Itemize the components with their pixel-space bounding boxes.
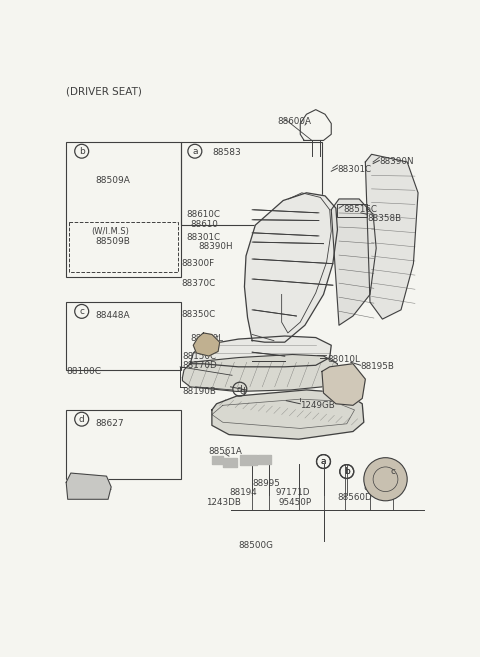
Text: 88190B: 88190B — [182, 387, 216, 396]
Text: 88300F: 88300F — [181, 259, 215, 268]
Polygon shape — [182, 355, 337, 392]
Text: 88600A: 88600A — [277, 118, 311, 126]
Text: 88560D: 88560D — [337, 493, 372, 502]
Text: 88500G: 88500G — [238, 541, 273, 550]
Text: 88995: 88995 — [252, 479, 280, 488]
Text: 88610: 88610 — [190, 219, 218, 229]
Text: 88350C: 88350C — [181, 310, 216, 319]
Bar — [181, 142, 322, 225]
Text: 88301C: 88301C — [337, 165, 372, 174]
Bar — [66, 410, 181, 479]
Text: 88100C: 88100C — [66, 367, 101, 376]
Text: 88561A: 88561A — [209, 447, 243, 456]
Bar — [223, 458, 237, 467]
Polygon shape — [240, 455, 257, 465]
Text: 88448A: 88448A — [95, 311, 130, 321]
Text: 88150C: 88150C — [182, 352, 216, 361]
Text: c: c — [391, 467, 396, 476]
Bar — [69, 222, 178, 272]
Text: 88301C: 88301C — [186, 233, 220, 242]
Polygon shape — [190, 336, 331, 367]
Text: c: c — [79, 307, 84, 316]
Polygon shape — [212, 456, 223, 464]
Text: 88610C: 88610C — [186, 210, 220, 219]
Text: 88509A: 88509A — [95, 176, 130, 185]
Text: d: d — [240, 387, 245, 396]
Text: 88015: 88015 — [324, 375, 351, 384]
Text: 88358B: 88358B — [367, 214, 401, 223]
Polygon shape — [365, 154, 418, 319]
Polygon shape — [258, 455, 271, 464]
Text: 88030L: 88030L — [190, 334, 223, 344]
Text: 97171D: 97171D — [276, 489, 310, 497]
Text: 1243DB: 1243DB — [206, 498, 240, 507]
Text: 88390N: 88390N — [379, 158, 414, 166]
Polygon shape — [322, 364, 365, 405]
Text: 88627: 88627 — [95, 419, 123, 428]
Text: a: a — [321, 457, 326, 466]
Text: 88170D: 88170D — [182, 361, 217, 371]
Bar — [258, 455, 271, 464]
Text: a: a — [192, 147, 198, 156]
Text: c: c — [391, 467, 396, 476]
Text: (DRIVER SEAT): (DRIVER SEAT) — [66, 87, 142, 97]
Text: b: b — [79, 147, 84, 156]
Text: 88195B: 88195B — [360, 362, 395, 371]
Text: b: b — [344, 467, 349, 476]
Text: 88509B: 88509B — [95, 237, 130, 246]
Text: 88583: 88583 — [212, 148, 240, 157]
Text: 88191J: 88191J — [364, 483, 394, 492]
Polygon shape — [193, 333, 220, 356]
Text: 88370C: 88370C — [181, 279, 216, 288]
Text: b: b — [344, 467, 349, 476]
Text: 88194: 88194 — [229, 489, 257, 497]
Bar — [337, 204, 367, 217]
Text: d: d — [237, 384, 243, 394]
Text: (W/I.M.S): (W/I.M.S) — [91, 227, 129, 237]
Text: 88081A: 88081A — [66, 487, 100, 496]
Text: 88010L: 88010L — [327, 355, 360, 363]
Polygon shape — [244, 193, 337, 342]
Text: 95450P: 95450P — [278, 498, 312, 507]
Text: d: d — [79, 415, 84, 424]
Bar — [240, 455, 257, 465]
Text: 88516C: 88516C — [344, 205, 378, 214]
Text: 88390H: 88390H — [198, 242, 233, 251]
Bar — [212, 456, 223, 464]
Text: 1249GB: 1249GB — [300, 401, 335, 410]
Polygon shape — [66, 473, 111, 499]
Text: a: a — [321, 457, 326, 466]
Polygon shape — [223, 458, 237, 467]
Polygon shape — [331, 199, 376, 325]
Circle shape — [364, 458, 407, 501]
Polygon shape — [212, 390, 364, 439]
Bar — [66, 142, 181, 277]
Bar — [66, 302, 181, 370]
